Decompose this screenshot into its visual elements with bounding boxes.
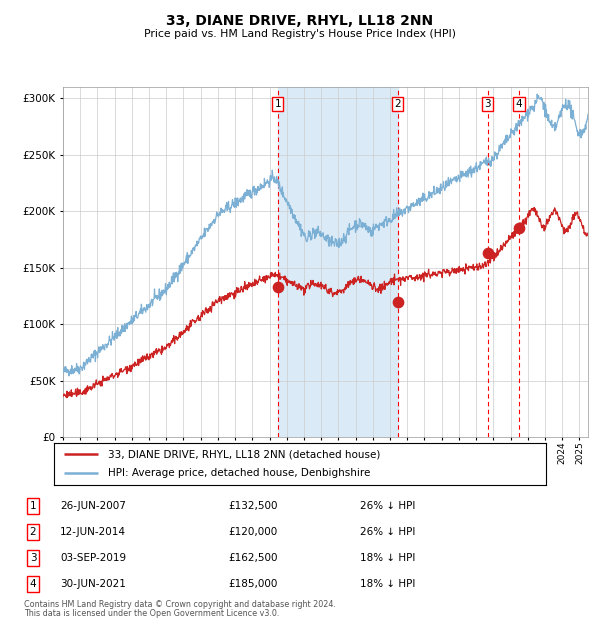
- Text: £162,500: £162,500: [228, 553, 277, 563]
- Text: 4: 4: [515, 99, 522, 109]
- Text: 33, DIANE DRIVE, RHYL, LL18 2NN: 33, DIANE DRIVE, RHYL, LL18 2NN: [166, 14, 434, 28]
- Bar: [278, 87, 398, 437]
- Text: Price paid vs. HM Land Registry's House Price Index (HPI): Price paid vs. HM Land Registry's House …: [144, 29, 456, 39]
- Text: 26% ↓ HPI: 26% ↓ HPI: [360, 527, 415, 537]
- Text: 1: 1: [275, 99, 281, 109]
- Text: 3: 3: [29, 553, 37, 563]
- Text: £185,000: £185,000: [228, 579, 277, 589]
- Text: 26% ↓ HPI: 26% ↓ HPI: [360, 501, 415, 511]
- Text: 18% ↓ HPI: 18% ↓ HPI: [360, 553, 415, 563]
- Point: [483, 249, 493, 259]
- Text: 03-SEP-2019: 03-SEP-2019: [60, 553, 126, 563]
- Point: [514, 223, 524, 233]
- Text: 18% ↓ HPI: 18% ↓ HPI: [360, 579, 415, 589]
- Text: HPI: Average price, detached house, Denbighshire: HPI: Average price, detached house, Denb…: [108, 469, 370, 479]
- Text: 2: 2: [394, 99, 401, 109]
- Text: 4: 4: [29, 579, 37, 589]
- Point: [273, 283, 283, 293]
- Text: 26-JUN-2007: 26-JUN-2007: [60, 501, 126, 511]
- Text: 2: 2: [29, 527, 37, 537]
- Text: 3: 3: [484, 99, 491, 109]
- Text: 12-JUN-2014: 12-JUN-2014: [60, 527, 126, 537]
- Text: This data is licensed under the Open Government Licence v3.0.: This data is licensed under the Open Gov…: [24, 608, 280, 618]
- Text: £120,000: £120,000: [228, 527, 277, 537]
- Point: [393, 296, 403, 306]
- Text: 33, DIANE DRIVE, RHYL, LL18 2NN (detached house): 33, DIANE DRIVE, RHYL, LL18 2NN (detache…: [108, 449, 380, 459]
- Text: Contains HM Land Registry data © Crown copyright and database right 2024.: Contains HM Land Registry data © Crown c…: [24, 600, 336, 609]
- Text: £132,500: £132,500: [228, 501, 277, 511]
- Text: 1: 1: [29, 501, 37, 511]
- Text: 30-JUN-2021: 30-JUN-2021: [60, 579, 126, 589]
